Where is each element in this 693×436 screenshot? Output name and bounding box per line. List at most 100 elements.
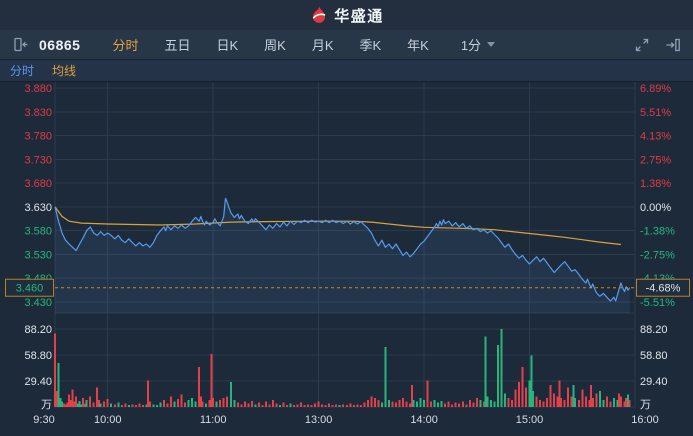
volume-bar — [141, 405, 144, 407]
volume-bar — [619, 396, 622, 407]
dock-right-icon[interactable] — [665, 37, 681, 53]
volume-bar — [484, 336, 487, 407]
percent-axis-label: -2.75% — [640, 249, 675, 261]
volume-bar — [120, 405, 123, 407]
price-area-fill — [55, 198, 630, 313]
volume-bar — [199, 396, 202, 407]
volume-axis-label: 29.40 — [24, 376, 52, 388]
interval-dropdown[interactable]: 1分 — [461, 35, 496, 54]
collapse-panel-icon[interactable] — [12, 36, 29, 53]
volume-bar — [113, 404, 116, 407]
intraday-chart[interactable]: 3.880 3.830 3.780 3.730 3.680 3.630 3.580 3.530… — [0, 82, 693, 431]
volume-bar — [300, 402, 303, 407]
legend-item-0[interactable]: 分时 — [10, 64, 35, 78]
price-axis-label: 3.630 — [24, 202, 52, 214]
volume-bar — [293, 405, 295, 407]
volume-bar — [233, 399, 236, 407]
volume-bar — [96, 387, 99, 407]
volume-bar — [208, 399, 211, 407]
volume-bar — [219, 399, 222, 407]
price-axis-label: 3.880 — [24, 83, 52, 95]
volume-bar — [99, 403, 102, 407]
period-tabs: 分时 五日 日K 周K 月K 季K 年K — [112, 35, 454, 54]
volume-bar — [92, 402, 95, 407]
volume-bar — [310, 405, 313, 407]
volume-bar — [447, 401, 450, 407]
time-axis-label: 14:00 — [410, 414, 438, 426]
volume-bar — [525, 387, 527, 407]
volume-bar — [419, 398, 422, 407]
volume-unit-label: 万 — [41, 399, 52, 411]
volume-axis-label: 58.80 — [640, 350, 668, 362]
price-axis-label: 3.780 — [24, 131, 52, 143]
volume-bar — [387, 399, 390, 407]
volume-bar — [131, 404, 134, 407]
volume-bar — [444, 403, 447, 407]
volume-bar — [482, 401, 485, 407]
toolbar-right-icons — [634, 37, 681, 53]
volume-bar — [198, 367, 201, 407]
volume-bar — [503, 393, 506, 407]
volume-bar — [66, 402, 69, 407]
volume-bar — [64, 404, 67, 407]
volume-bar — [532, 391, 535, 407]
fullscreen-icon[interactable] — [634, 37, 650, 53]
tab-period-1[interactable]: 五日 — [164, 38, 191, 53]
brand-name: 华盛通 — [334, 7, 384, 25]
app-header: 华盛通 — [0, 0, 693, 30]
price-axis-label: 3.680 — [24, 178, 52, 190]
volume-bar — [605, 396, 608, 407]
volume-bar — [73, 401, 76, 407]
volume-bar — [177, 399, 179, 407]
volume-bar — [68, 394, 71, 407]
volume-bar — [567, 387, 570, 407]
price-axis-label: 3.830 — [24, 107, 52, 119]
volume-bar — [356, 404, 359, 407]
volume-bar — [530, 355, 533, 407]
volume-bar — [331, 405, 334, 407]
volume-bar — [572, 384, 575, 407]
volume-bar — [366, 399, 369, 407]
volume-bar — [398, 399, 401, 407]
chart-area[interactable]: 3.880 3.830 3.780 3.730 3.680 3.630 3.580 3.530… — [0, 82, 693, 431]
volume-bar — [170, 396, 172, 407]
volume-bar — [475, 398, 478, 407]
tab-period-5[interactable]: 季K — [359, 38, 382, 53]
volume-bar — [59, 398, 62, 407]
volume-bar — [328, 403, 331, 407]
tab-period-6[interactable]: 年K — [407, 38, 429, 53]
tab-period-4[interactable]: 月K — [311, 38, 334, 53]
volume-bar — [430, 401, 433, 407]
legend-item-1[interactable]: 均线 — [52, 64, 77, 78]
tab-period-3[interactable]: 周K — [264, 38, 286, 53]
volume-bar — [461, 401, 464, 407]
volume-bar — [609, 401, 612, 407]
percent-axis-label: 6.89% — [640, 83, 671, 95]
volume-bar — [556, 396, 559, 407]
price-axis-label: 3.430 — [24, 297, 52, 309]
time-axis-label: 9:30 — [33, 414, 54, 426]
volume-bar — [528, 380, 531, 407]
volume-bar — [433, 399, 436, 407]
tab-period-2[interactable]: 日K — [216, 38, 239, 53]
time-axis-label: 11:00 — [200, 414, 227, 426]
volume-bar — [212, 398, 215, 407]
volume-bar — [391, 401, 394, 407]
volume-bar — [584, 396, 587, 407]
volume-bar — [275, 403, 278, 407]
volume-bar — [261, 405, 264, 407]
current-change-tag: -4.68% — [646, 283, 681, 295]
volume-bar — [563, 399, 566, 407]
percent-axis-label: -5.51% — [640, 297, 675, 309]
percent-axis-label: 4.13% — [640, 131, 671, 143]
tab-period-0[interactable]: 分时 — [112, 38, 139, 53]
volume-bar — [62, 403, 65, 407]
chevron-down-icon — [487, 42, 496, 47]
volume-bar — [454, 402, 457, 407]
volume-axis-label: 88.20 — [640, 324, 668, 336]
price-axis-label: 3.730 — [24, 154, 52, 166]
volume-bar — [61, 401, 63, 407]
volume-bar — [85, 399, 88, 407]
volume-bar — [89, 396, 92, 407]
percent-axis-label: 2.75% — [640, 154, 671, 166]
